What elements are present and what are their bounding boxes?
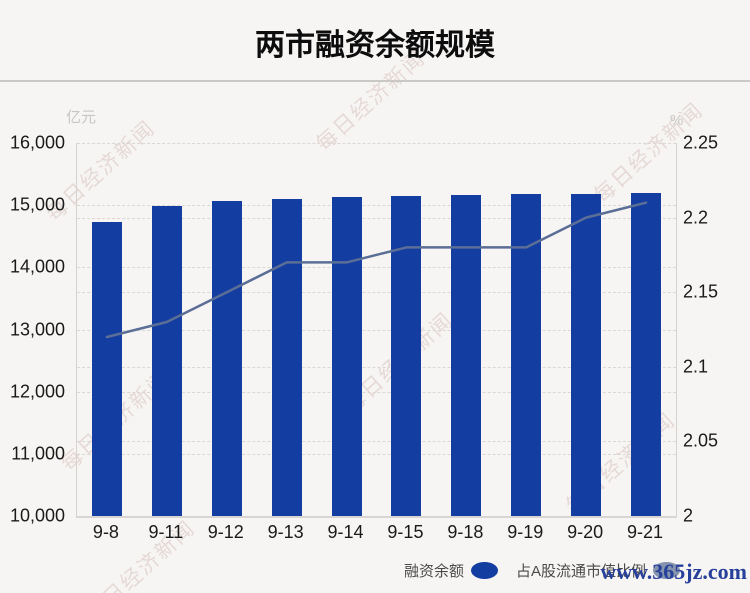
x-axis-tick-label: 9-21	[627, 522, 664, 542]
x-axis-tick-label: 9-11	[148, 522, 184, 542]
legend-label-bar-series: 融资余额	[404, 563, 465, 580]
left-axis-tick-label: 15,000	[9, 194, 65, 215]
gridline-right-axis	[77, 441, 676, 443]
gridline-left-axis	[77, 205, 676, 207]
right-axis-unit-label: %	[670, 112, 684, 129]
left-axis-tick-label: 13,000	[9, 319, 65, 339]
legend-item-line-series: 占A股流通市值比例	[516, 560, 681, 581]
x-axis-tick-label: 9-13	[267, 522, 304, 542]
chart-title: 两市融资余额规模	[255, 29, 495, 62]
plot-area	[76, 143, 677, 518]
left-axis-tick-label: 11,000	[11, 443, 65, 464]
right-axis-tick-label: 2.25	[683, 132, 719, 153]
bar	[211, 201, 242, 516]
right-axis-tick-label: 2.15	[683, 281, 719, 302]
right-axis-tick-label: 2.2	[683, 207, 709, 228]
x-axis-tick-label: 9-20	[567, 522, 604, 542]
left-axis-tick-label: 14,000	[9, 256, 65, 277]
gridline-right-axis	[77, 217, 676, 219]
x-axis-tick-label: 9-15	[387, 522, 424, 542]
gridline-left-axis	[77, 453, 676, 455]
right-axis-tick-label: 2	[683, 505, 694, 526]
x-axis-tick-label: 9-19	[507, 522, 544, 542]
x-axis-tick-label: 9-8	[92, 522, 119, 542]
legend-marker-line-series	[653, 562, 681, 579]
ratio-line	[105, 201, 648, 339]
gridline-right-axis	[77, 366, 676, 368]
x-axis-tick-label: 9-18	[447, 522, 484, 542]
legend-label-line-series: 占A股流通市值比例	[516, 563, 647, 580]
legend-item-bar-series: 融资余额	[404, 560, 499, 581]
x-axis-tick-label: 9-14	[327, 522, 364, 542]
bar	[331, 197, 362, 516]
gridline-right-axis	[77, 292, 676, 294]
gridline-left-axis	[77, 267, 676, 269]
site-watermark: www.365jz.com	[600, 559, 747, 584]
right-axis-tick-label: 2.1	[683, 356, 709, 377]
x-axis-tick-label: 9-12	[207, 522, 244, 542]
left-axis-tick-label: 10,000	[9, 505, 65, 526]
gridline-left-axis	[77, 391, 676, 393]
right-axis-tick-label: 2.05	[683, 430, 719, 451]
bar	[631, 193, 662, 516]
line-series	[105, 201, 648, 339]
left-axis-unit-label: 亿元	[66, 109, 97, 126]
gridline-left-axis	[77, 329, 676, 331]
bar	[571, 193, 602, 516]
title-divider	[0, 80, 750, 82]
legend-marker-bar-series	[471, 562, 499, 579]
left-axis-tick-label: 16,000	[9, 132, 65, 153]
bar	[91, 221, 122, 516]
legend: 融资余额 占A股流通市值比例	[404, 560, 681, 581]
left-axis-tick-label: 12,000	[9, 381, 65, 402]
gridline-left-axis	[77, 143, 676, 144]
bar	[151, 206, 182, 516]
bar	[271, 198, 302, 516]
